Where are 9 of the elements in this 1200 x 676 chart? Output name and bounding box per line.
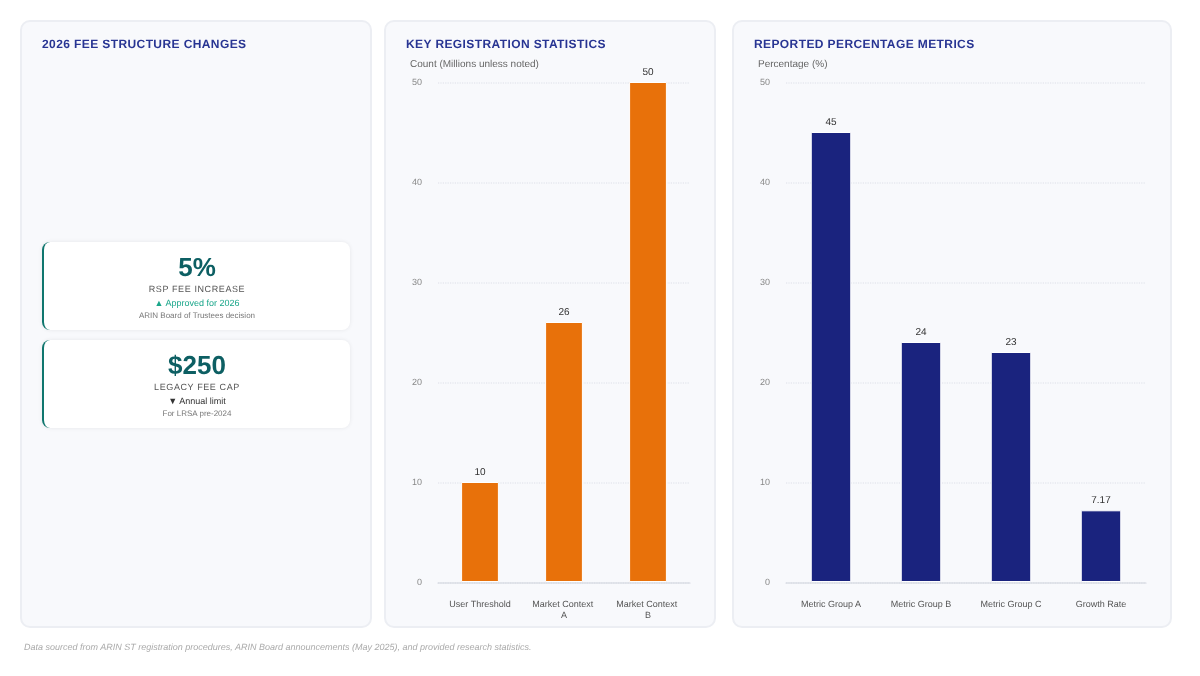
bar bbox=[1080, 510, 1122, 582]
bar bbox=[900, 342, 942, 582]
bar bbox=[810, 132, 852, 582]
text: 5% bbox=[176, 252, 218, 282]
text: $250 bbox=[166, 350, 228, 380]
bar bbox=[629, 82, 667, 582]
bar bbox=[545, 322, 583, 582]
bar bbox=[990, 352, 1032, 582]
bar bbox=[461, 482, 499, 582]
